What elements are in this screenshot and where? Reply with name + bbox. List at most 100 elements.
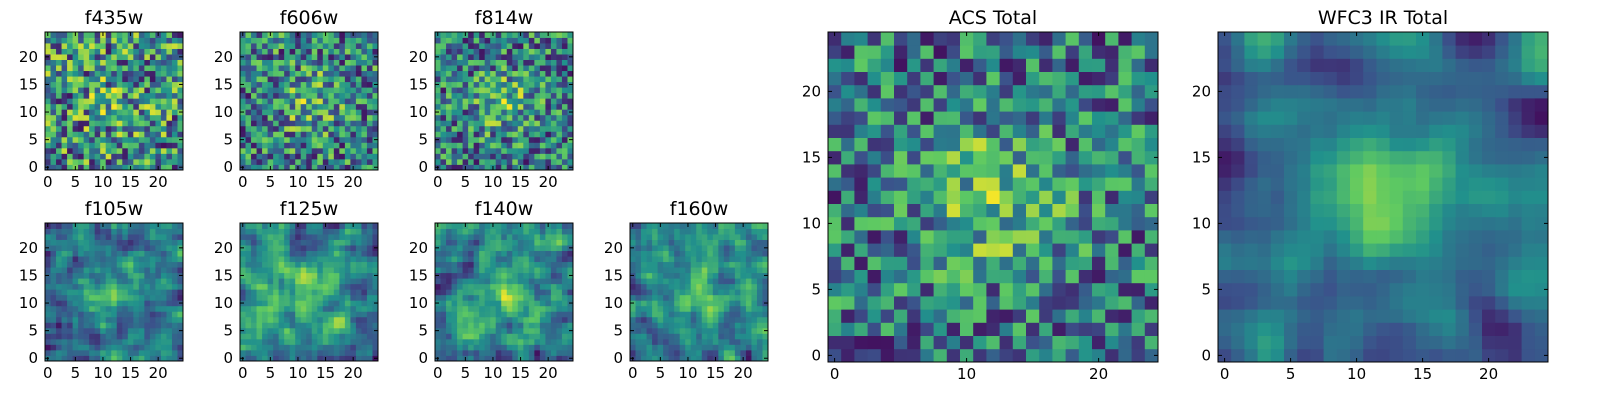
heatmap-cell [1052,296,1066,310]
heatmap-cell [366,81,373,88]
heatmap-cell [133,261,140,268]
heatmap-cell [144,322,151,329]
heatmap-cell [366,70,373,77]
heatmap-cell [245,65,252,72]
heatmap-cell [116,272,123,279]
heatmap-cell [56,43,62,49]
heatmap-cell [696,300,703,307]
heatmap-cell [1026,296,1040,310]
heatmap-cell [880,216,895,231]
heatmap-cell [663,355,670,362]
heatmap-cell [366,355,373,362]
heatmap-cell [523,338,530,345]
heatmap-cell [251,272,257,279]
heatmap-cell [762,294,769,301]
heatmap-cell [133,344,140,351]
heatmap-cell [116,311,123,318]
heatmap-cell [690,316,697,323]
heatmap-cell [1065,335,1080,350]
heatmap-cell [630,239,636,246]
heatmap-cell [740,272,747,279]
heatmap-cell [328,344,335,351]
heatmap-cell [473,81,480,88]
heatmap-cell [366,294,373,301]
heatmap-cell [506,164,513,171]
heatmap-cell [501,59,508,66]
heatmap-cell [663,300,670,307]
heatmap-cell [534,300,541,307]
heatmap-cell [333,54,340,60]
heatmap-cell [273,54,280,60]
heatmap-cell [707,283,714,290]
heatmap-cell [350,250,357,257]
heatmap-cell [663,239,670,246]
heatmap-cell [457,294,463,301]
heatmap-cell [344,256,351,263]
heatmap-cell [523,92,530,99]
heatmap-cell [707,333,714,340]
heatmap-cell [468,37,475,44]
heatmap-cell [484,120,491,127]
heatmap-cell [457,131,463,138]
heatmap-cell [155,267,162,274]
heatmap-cell [78,261,85,268]
heatmap-cell [361,333,368,340]
heatmap-cell [89,70,96,77]
heatmap-cell [160,125,167,132]
heatmap-cell [534,272,541,279]
heatmap-cell [652,239,658,246]
heatmap-cell [306,43,313,49]
heatmap-cell [723,234,730,240]
heatmap-cell [679,283,686,290]
heatmap-cell [333,37,340,44]
y-tick-label: 20 [19,239,38,257]
heatmap-cell [762,349,769,356]
heatmap-cell [78,223,85,229]
heatmap-cell [372,65,379,72]
heatmap-cell [539,158,546,165]
heatmap-cell [1131,296,1146,310]
heatmap-cell [550,338,557,345]
heatmap-cell [289,239,296,246]
heatmap-cell [646,294,653,301]
heatmap-cell [517,87,524,94]
heatmap-cell [679,234,686,240]
heatmap-cell [177,261,184,268]
heatmap-cell [284,272,291,279]
heatmap-cell [300,136,307,143]
heatmap-cell [72,147,79,154]
heatmap-cell [350,349,357,356]
heatmap-cell [262,103,268,110]
heatmap-cell [473,267,480,274]
heatmap-cell [435,294,441,301]
heatmap-cell [545,272,552,279]
heatmap-cell [149,103,156,110]
heatmap-cell [111,76,118,83]
heatmap-cell [1052,348,1066,363]
heatmap-cell [67,349,73,356]
heatmap-cell [440,283,447,290]
heatmap-cell [451,70,458,77]
heatmap-cell [245,322,252,329]
heatmap-cell [523,272,530,279]
heatmap-cell [457,81,463,88]
heatmap-cell [462,103,469,110]
heatmap-cell [501,239,508,246]
heatmap-cell [311,103,318,110]
heatmap-cell [545,289,552,296]
heatmap-cell [322,300,329,307]
heatmap-cell [501,103,508,110]
heatmap-cell [111,142,118,149]
heatmap-cell [89,54,96,60]
heatmap-cell [1105,309,1119,323]
heatmap-cell [56,228,62,235]
heatmap-cell [539,250,546,257]
heatmap-cell [344,131,351,138]
heatmap-cell [300,234,307,240]
heatmap-cell [100,294,107,301]
heatmap-cell [306,355,313,362]
heatmap-cell [473,136,480,143]
heatmap-cell [72,234,79,240]
heatmap-cell [289,355,296,362]
